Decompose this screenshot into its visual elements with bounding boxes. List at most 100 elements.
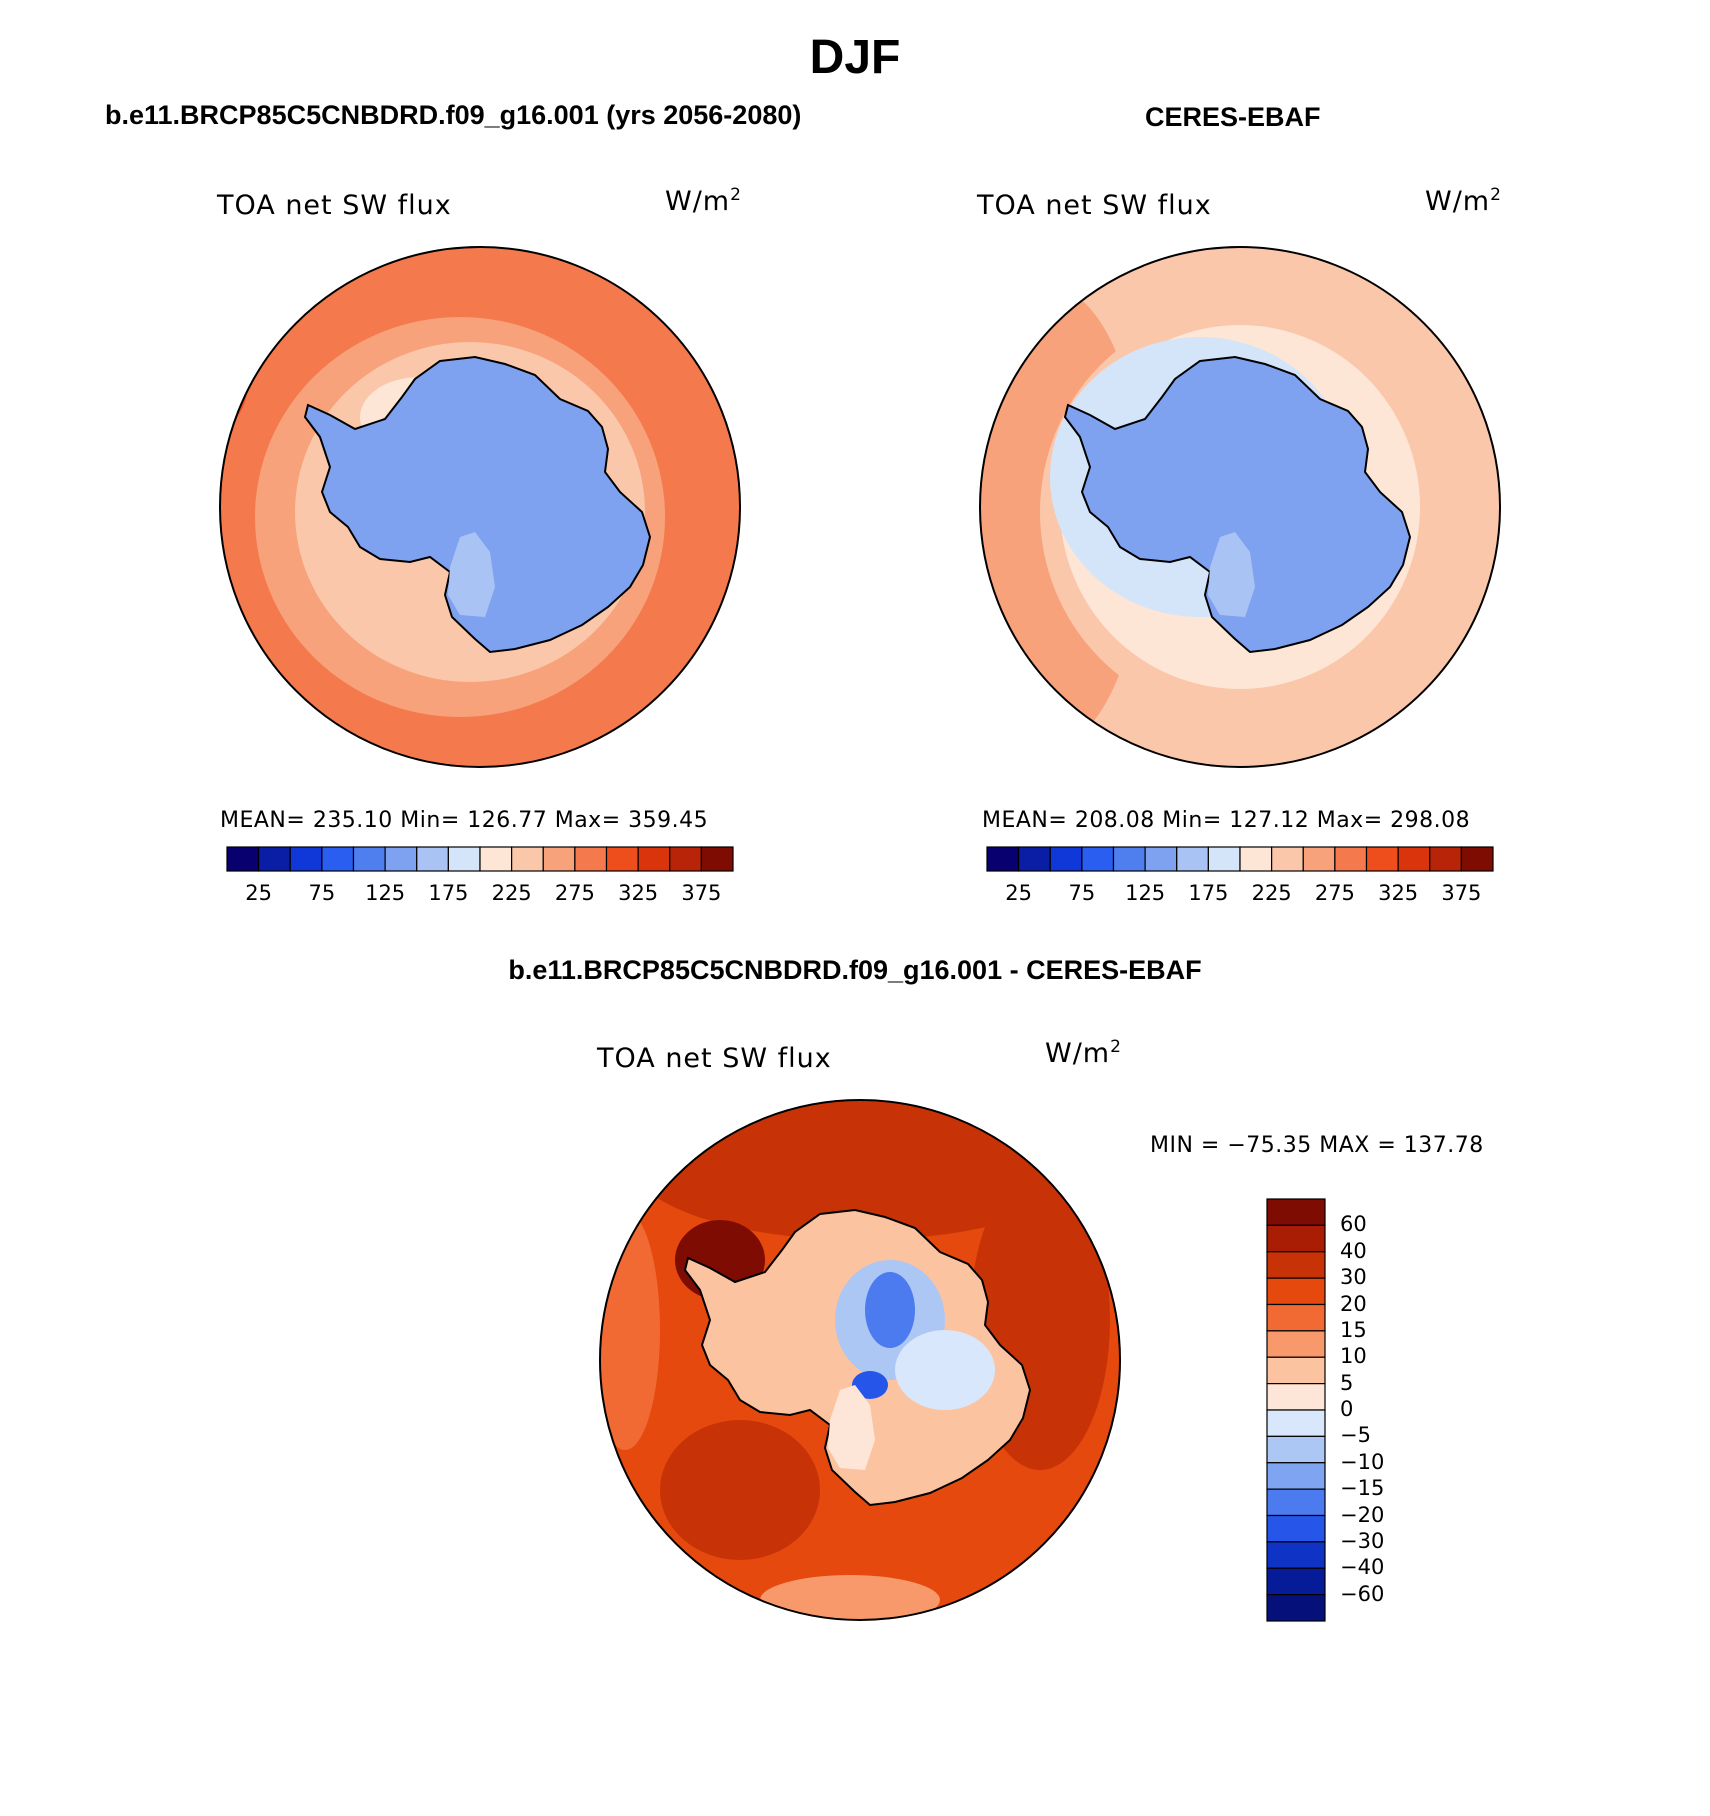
antarctica-land [303, 355, 652, 654]
colorbar-box [1266, 1594, 1326, 1622]
colorbar-box [1266, 1383, 1326, 1411]
diff-case-title: b.e11.BRCP85C5CNBDRD.f09_g16.001 - CERES… [508, 955, 1202, 985]
obs-units-label: W/m2 [1425, 185, 1502, 217]
colorbar-tick-label: 5 [1340, 1370, 1354, 1395]
colorbar-tick-label: 15 [1340, 1317, 1367, 1342]
colorbar-box [574, 846, 608, 872]
colorbar-box [1266, 1541, 1326, 1569]
warm-patch [660, 1420, 820, 1560]
colorbar-box [1239, 846, 1273, 872]
colorbar-tick-label: −40 [1340, 1555, 1385, 1580]
colorbar-box [226, 846, 260, 872]
colorbar-box [1266, 1435, 1326, 1464]
model-stats: MEAN= 235.10 Min= 126.77 Max= 359.45 [220, 808, 709, 833]
colorbar-box [669, 846, 702, 872]
colorbar-tick-label: −20 [1340, 1502, 1385, 1527]
colorbar-box [1266, 1514, 1326, 1543]
diff-colorbar [1266, 1198, 1326, 1622]
model-colorbar [226, 846, 734, 872]
obs-colorbar [986, 846, 1494, 872]
colorbar-tick-label: 325 [1378, 881, 1419, 905]
interior-negative [865, 1272, 915, 1348]
diff-minmax: MIN = −75.35 MAX = 137.78 [1150, 1133, 1484, 1158]
ocean-patch [600, 1210, 660, 1450]
colorbar-box [447, 846, 481, 872]
colorbar-box [1266, 1277, 1326, 1306]
colorbar-box [1266, 1462, 1326, 1490]
ross-ice-shelf [1208, 532, 1255, 617]
colorbar-tick-label: 325 [618, 881, 659, 905]
colorbar-tick-label: 75 [1068, 881, 1096, 905]
colorbar-box [1334, 846, 1368, 872]
figure-title: DJF [809, 31, 901, 84]
colorbar-tick-label: 25 [1005, 881, 1032, 905]
colorbar-box [1266, 1303, 1326, 1332]
colorbar-box [321, 846, 355, 872]
colorbar-box [1460, 846, 1494, 872]
colorbar-tick-label: −10 [1340, 1449, 1385, 1474]
colorbar-box [479, 846, 513, 872]
colorbar-box [542, 846, 576, 872]
ross-ice-shelf [828, 1385, 875, 1470]
colorbar-tick-label: −15 [1340, 1476, 1385, 1501]
colorbar-box [1266, 1198, 1326, 1226]
colorbar-box [1266, 1567, 1326, 1596]
colorbar-tick-label: 375 [681, 881, 722, 905]
colorbar-box [605, 846, 639, 872]
colorbar-box [700, 846, 734, 872]
model-units-label: W/m2 [665, 185, 742, 217]
colorbar-tick-label: −5 [1340, 1423, 1371, 1448]
colorbar-tick-label: 20 [1340, 1291, 1367, 1316]
colorbar-tick-label: 0 [1340, 1397, 1354, 1421]
colorbar-box [1176, 846, 1209, 872]
colorbar-box [384, 846, 418, 872]
antarctica-land [1063, 355, 1412, 654]
model-field-label: TOA net SW flux [217, 190, 452, 221]
ocean-patch [760, 1575, 940, 1620]
colorbar-tick-label: 275 [1314, 881, 1355, 905]
map-border [979, 246, 1501, 768]
colorbar-box [1049, 846, 1083, 872]
map-border [219, 246, 741, 768]
colorbar-box [416, 846, 449, 872]
colorbar-tick-label: 225 [491, 881, 532, 905]
colorbar-tick-label: 275 [554, 881, 595, 905]
colorbar-box [1266, 1409, 1326, 1437]
colorbar-box [511, 846, 544, 872]
colorbar-box [1266, 1330, 1326, 1358]
colorbar-tick-label: −60 [1340, 1581, 1385, 1606]
colorbar-box [1266, 1356, 1326, 1385]
interior-negative [852, 1371, 888, 1399]
diff-units-label: W/m2 [1045, 1037, 1122, 1069]
colorbar-tick-label: 225 [1251, 881, 1292, 905]
obs-case-title: CERES-EBAF [1145, 102, 1321, 132]
colorbar-box [1266, 1488, 1326, 1517]
map-border [599, 1099, 1121, 1621]
colorbar-tick-label: 40 [1340, 1238, 1367, 1263]
colorbar-box [1397, 846, 1431, 872]
colorbar-box [1207, 846, 1241, 872]
colorbar-tick-label: 125 [365, 881, 406, 905]
colorbar-tick-label: 25 [245, 881, 272, 905]
obs-field-label: TOA net SW flux [977, 190, 1212, 221]
colorbar-box [1112, 846, 1146, 872]
colorbar-tick-label: −30 [1340, 1528, 1385, 1553]
colorbar-box [1266, 1251, 1326, 1279]
colorbar-box [1018, 846, 1051, 872]
colorbar-tick-label: 30 [1340, 1265, 1367, 1290]
obs-stats: MEAN= 208.08 Min= 127.12 Max= 298.08 [982, 808, 1471, 833]
colorbar-tick-label: 10 [1340, 1344, 1367, 1369]
colorbar-tick-label: 175 [428, 881, 469, 905]
colorbar-box [289, 846, 323, 872]
interior-negative [895, 1330, 995, 1410]
colorbar-tick-label: 375 [1441, 881, 1482, 905]
model-case-title: b.e11.BRCP85C5CNBDRD.f09_g16.001 (yrs 20… [105, 100, 802, 130]
colorbar-tick-label: 75 [308, 881, 336, 905]
colorbar-tick-label: 60 [1340, 1212, 1367, 1237]
colorbar-box [1266, 1224, 1326, 1253]
ross-ice-shelf [448, 532, 495, 617]
colorbar-box [258, 846, 291, 872]
